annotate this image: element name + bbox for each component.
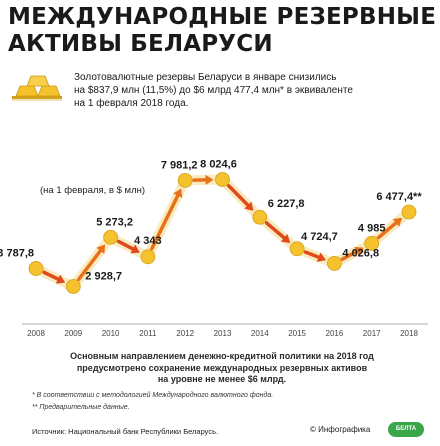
trend-arrow-2011-2012 <box>150 190 182 251</box>
x-tick-label-2010: 2010 <box>102 329 120 338</box>
value-label-2017: 4 985 <box>358 222 386 234</box>
arrow-head-2011 <box>130 244 140 254</box>
source-text: Источник: Национальный банк Республики Б… <box>32 427 219 436</box>
arrow-head-2012 <box>173 188 183 198</box>
credit-text: © Инфографика <box>310 425 371 434</box>
lede-line-2: на $837,9 млн (11,5%) до $6 млрд 477,4 м… <box>74 85 353 96</box>
data-point-2008 <box>28 261 44 276</box>
trend-arrow-2014-2015 <box>264 221 289 243</box>
x-tick-label-2014: 2014 <box>251 329 269 338</box>
arrow-head-2015 <box>280 233 291 243</box>
page-title: МЕЖДУНАРОДНЫЕ РЕЗЕРВНЫЕ АКТИВЫ БЕЛАРУСИ <box>8 4 438 58</box>
x-tick-label-2013: 2013 <box>214 329 232 338</box>
data-point-2011 <box>140 249 156 265</box>
lede-line-3: на 1 февраля 2018 года. <box>74 98 189 109</box>
unit-note: (на 1 февраля, в $ млн) <box>40 185 146 196</box>
arrow-head-2009 <box>55 274 66 284</box>
trend-arrow-2009-2010 <box>76 245 105 282</box>
arrow-head-2013 <box>205 174 214 185</box>
value-label-2018: 6 477,4** <box>376 191 422 203</box>
footnote-imf: * В соответствии с методологией Междунар… <box>32 392 274 399</box>
data-point-2015 <box>289 241 305 257</box>
value-label-2009: 2 928,7 <box>85 270 122 282</box>
footnote-preliminary: ** Предварительные данные. <box>32 404 130 411</box>
x-tick-label-2015: 2015 <box>288 329 306 338</box>
trend-arrow-2017-2018 <box>376 218 401 240</box>
arrow-head-2014 <box>244 201 254 211</box>
x-tick-label-2016: 2016 <box>326 329 344 338</box>
lede-text: Золотовалютные резервы Беларуси в январе… <box>74 71 434 110</box>
data-point-2018 <box>401 204 417 220</box>
data-point-2009 <box>65 279 81 294</box>
reserves-chart: 2008 2009 2010 2011 2012 2013 2014 2015 2016 2017… <box>0 158 428 338</box>
title-line-2: АКТИВЫ БЕЛАРУСИ <box>8 31 273 57</box>
title-line-1: МЕЖДУНАРОДНЫЕ РЕЗЕРВНЫЕ <box>8 4 437 30</box>
policy-note-line-3: на уровне не менее $6 млрд. <box>157 374 287 384</box>
policy-note-line-1: Основным направлением денежно-кредитной … <box>70 351 374 361</box>
x-tick-label-2009: 2009 <box>64 329 82 338</box>
value-label-2008: 3 787,8 <box>0 247 34 259</box>
value-label-2013: 8 024,6 <box>200 158 237 170</box>
value-label-2016: 4 026,8 <box>342 247 379 259</box>
x-tick-label-2017: 2017 <box>363 329 381 338</box>
x-tick-label-2018: 2018 <box>400 329 418 338</box>
value-label-2014: 6 227,8 <box>268 198 305 210</box>
x-tick-label-2008: 2008 <box>27 329 45 338</box>
arrow-head-2016 <box>316 252 327 262</box>
arrow-head-2018 <box>392 217 403 227</box>
value-label-2011: 4 343 <box>134 235 162 247</box>
gold-bars-icon <box>12 75 62 101</box>
policy-note: Основным направлением денежно-кредитной … <box>20 351 424 386</box>
x-tick-label-2011: 2011 <box>139 329 157 338</box>
data-point-2014 <box>252 209 268 225</box>
value-label-2010: 5 273,2 <box>96 216 133 228</box>
value-label-2015: 4 724,7 <box>301 231 338 243</box>
data-point-2017 <box>364 235 380 251</box>
lede-line-1: Золотовалютные резервы Беларуси в январе… <box>74 72 337 83</box>
x-tick-label-2012: 2012 <box>176 329 194 338</box>
value-label-2012: 7 981,2 <box>161 159 198 171</box>
arrow-head-2010 <box>96 244 106 254</box>
data-point-2010 <box>103 229 118 245</box>
agency-logo: БЕЛТА <box>388 422 424 437</box>
data-point-2013 <box>215 172 230 187</box>
policy-note-line-2: предусмотрено сохранение международных р… <box>76 362 368 373</box>
arrow-head-2017 <box>354 246 364 256</box>
data-point-2016 <box>326 256 342 271</box>
trend-arrow-2013-2014 <box>227 184 253 210</box>
data-point-2012 <box>177 172 193 188</box>
